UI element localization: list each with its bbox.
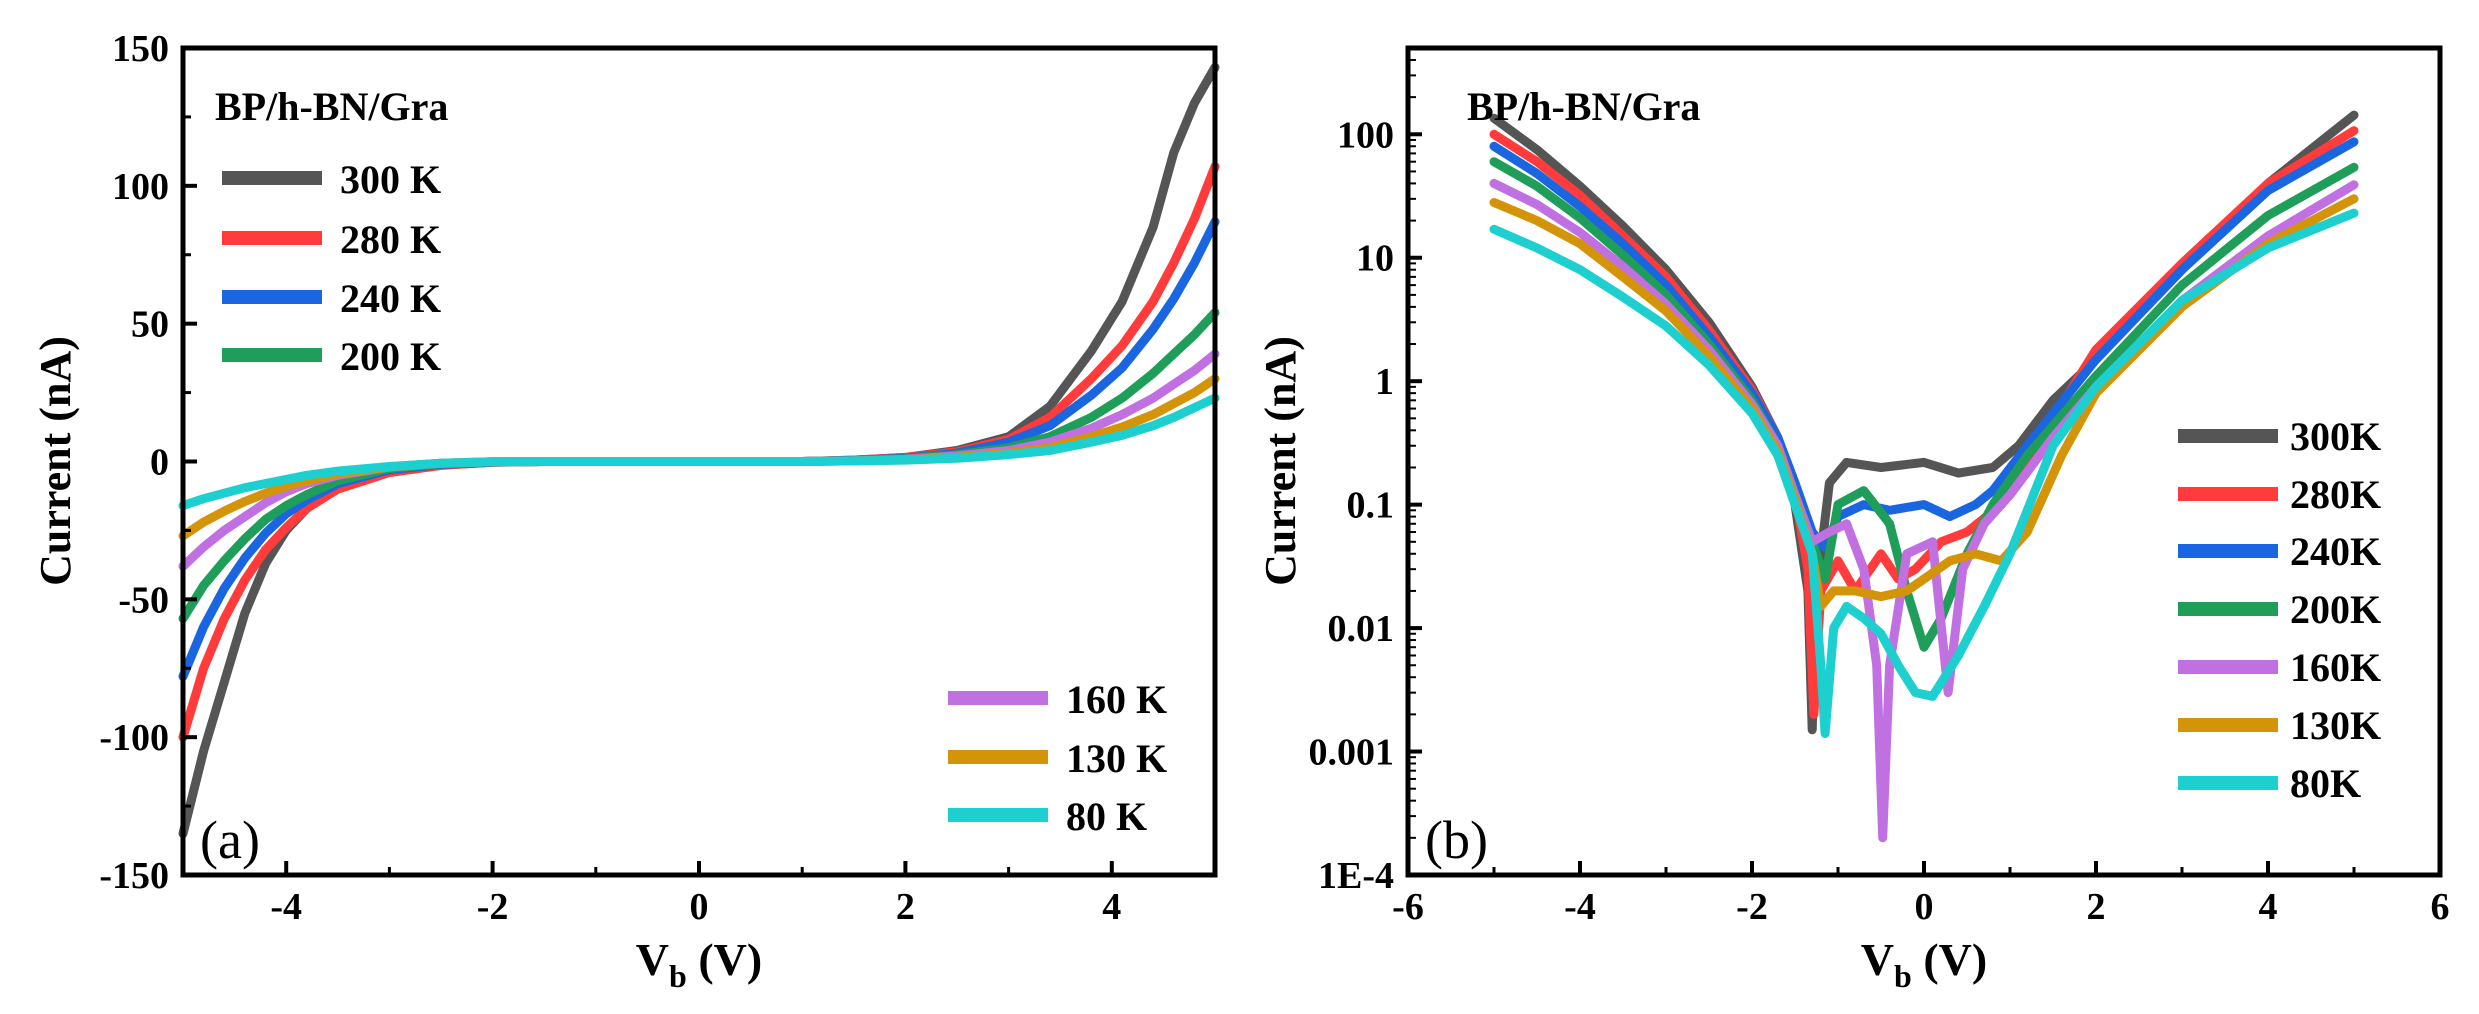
panel-a-xtick-label: 0 xyxy=(690,886,709,928)
legend-a-label-240k: 240 K xyxy=(340,276,441,321)
legend-b-label-240k: 240K xyxy=(2290,529,2381,574)
panel-b-xlabel-sub: b xyxy=(1894,958,1912,994)
legend-b-label-200k: 200K xyxy=(2290,587,2381,632)
panel-a-xtick-label: 2 xyxy=(896,886,915,928)
panel-b-xtick-label: -2 xyxy=(1736,886,1768,928)
series-b-160k xyxy=(1489,178,2359,843)
panel-b-xlabel-unit: (V) xyxy=(1912,934,1987,985)
panel-a-xlabel-main: V xyxy=(636,934,669,985)
panel-a-annotation: BP/h-BN/Gra xyxy=(215,84,448,129)
panel-a-xlabel-unit: (V) xyxy=(687,934,762,985)
legend-a-label-280k: 280 K xyxy=(340,217,441,262)
panel-b-annotation: BP/h-BN/Gra xyxy=(1467,84,1700,129)
panel-a-series-group xyxy=(178,62,1220,839)
panel-a-label: (a) xyxy=(200,810,260,870)
panel-a-xtick-label: -2 xyxy=(477,886,509,928)
legend-b-label-280k: 280K xyxy=(2290,472,2381,517)
series-b-80k xyxy=(1489,208,2359,738)
panel-b-ticks: -6 -4 -2 0 2 4 6 1E-4 0.001 0.01 0.1 1 10 100 xyxy=(1309,58,2450,928)
panel-b-xtick-label: -6 xyxy=(1392,886,1424,928)
panel-b-xtick-label: 0 xyxy=(1915,886,1934,928)
legend-a-label-80k: 80 K xyxy=(1066,794,1147,839)
panel-b-ytick-label: 1E-4 xyxy=(1318,855,1394,897)
panel-b-xtick-label: -4 xyxy=(1564,886,1596,928)
panel-a-ytick-label: -100 xyxy=(99,717,169,759)
panel-b-xlabel: Vb (V) xyxy=(1861,934,1987,994)
legend-b-label-130k: 130K xyxy=(2290,703,2381,748)
panel-b-label: (b) xyxy=(1425,810,1488,870)
legend-a-label-200k: 200 K xyxy=(340,334,441,379)
panel-b-xtick-label: 2 xyxy=(2087,886,2106,928)
panel-b-ytick-label: 0.001 xyxy=(1309,732,1395,774)
panel-b-xlabel-main: V xyxy=(1861,934,1894,985)
panel-a-ticks: -4 -2 0 2 4 -150 -100 -50 0 50 100 150 xyxy=(99,28,1217,928)
panel-a-xtick-label: 4 xyxy=(1102,886,1121,928)
legend-b-label-160k: 160K xyxy=(2290,645,2381,690)
series-b-130k xyxy=(1489,194,2359,611)
panel-a-xlabel: Vb (V) xyxy=(636,934,762,994)
panel-b-xtick-label: 4 xyxy=(2259,886,2278,928)
series-b-200k xyxy=(1489,157,2359,652)
panel-a-xtick-label: -4 xyxy=(270,886,302,928)
panel-b-ytick-label: 0.1 xyxy=(1347,485,1395,527)
panel-b-ytick-label: 1 xyxy=(1375,361,1394,403)
legend-b-label-80k: 80K xyxy=(2290,761,2361,806)
panel-a-ytick-label: 150 xyxy=(112,28,169,70)
panel-b-ytick-label: 0.01 xyxy=(1328,608,1395,650)
panel-a-ytick-label: -50 xyxy=(118,579,169,621)
legend-a-label-160k: 160 K xyxy=(1066,677,1167,722)
panel-a-legend-top: 300 K 280 K 240 K 200 K xyxy=(222,157,441,379)
panel-b-xtick-label: 6 xyxy=(2431,886,2450,928)
panel-a-ytick-label: 50 xyxy=(131,304,169,346)
panel-a-ytick-label: -150 xyxy=(99,855,169,897)
panel-a-xlabel-sub: b xyxy=(669,958,687,994)
panel-a-ytick-label: 0 xyxy=(150,442,169,484)
panel-a-ylabel: Current (nA) xyxy=(31,336,80,586)
panel-b-chart: -6 -4 -2 0 2 4 6 1E-4 0.001 0.01 0.1 1 10 100 BP/h-BN… xyxy=(1256,45,2450,994)
panel-b-legend: 300K 280K 240K 200K 160K 130K 80K xyxy=(2178,414,2381,806)
panel-b-ytick-label: 10 xyxy=(1356,238,1394,280)
legend-a-label-130k: 130 K xyxy=(1066,736,1167,781)
panel-a-ytick-label: 100 xyxy=(112,166,169,208)
series-a-80-k xyxy=(178,393,1220,511)
panel-a-legend-bottom: 160 K 130 K 80 K xyxy=(948,677,1167,839)
series-b-280k xyxy=(1489,126,2359,719)
series-b-240k xyxy=(1489,137,2359,552)
panel-b-ylabel: Current (nA) xyxy=(1256,336,1305,586)
legend-b-label-300k: 300K xyxy=(2290,414,2381,459)
panel-b-ytick-label: 100 xyxy=(1337,114,1394,156)
legend-a-label-300k: 300 K xyxy=(340,157,441,202)
panel-b-series-group xyxy=(1489,110,2359,843)
